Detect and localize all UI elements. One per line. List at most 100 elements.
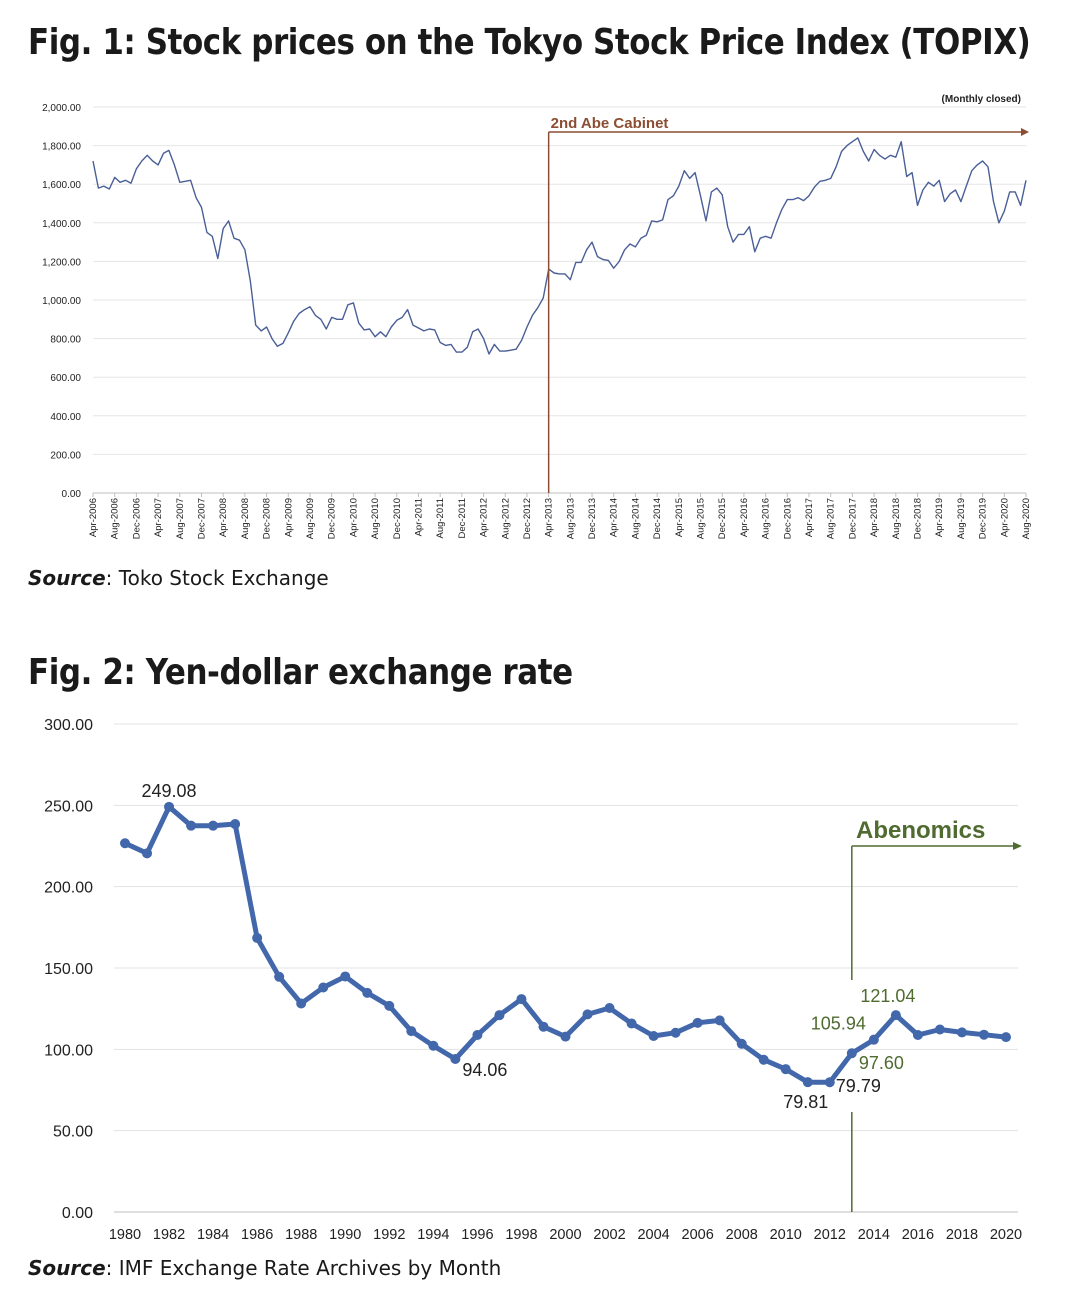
exchange-rate-point	[538, 1021, 549, 1032]
x-tick-label: Apr-2008	[218, 498, 229, 537]
figure1-source: Source: Toko Stock Exchange	[28, 566, 329, 590]
exchange-rate-point	[384, 1000, 395, 1011]
exchange-rate-point	[164, 801, 175, 812]
x-tick-label: Apr-2020	[999, 498, 1010, 537]
exchange-rate-point	[692, 1017, 703, 1028]
exchange-rate-point	[604, 1003, 615, 1014]
exchange-rate-point	[406, 1026, 417, 1037]
x-tick-label: Apr-2013	[544, 498, 555, 537]
x-tick-label: Apr-2019	[934, 498, 945, 537]
y-tick-label: 1,000.00	[42, 296, 81, 307]
x-tick-label: 2020	[990, 1227, 1022, 1243]
x-tick-label: Aug-2013	[565, 498, 576, 539]
y-tick-label: 300.00	[44, 717, 93, 734]
data-label: 249.08	[142, 781, 197, 801]
data-label: 79.81	[783, 1092, 828, 1112]
x-tick-label: Dec-2009	[327, 498, 338, 539]
exchange-rate-point	[230, 819, 241, 830]
y-tick-label: 250.00	[44, 798, 93, 815]
x-tick-label: Aug-2019	[956, 498, 967, 539]
exchange-rate-point	[362, 987, 373, 998]
x-tick-label: 1998	[505, 1227, 537, 1243]
x-tick-label: 2006	[682, 1227, 714, 1243]
figure1-source-label: Source	[28, 566, 106, 590]
figure2-source-text: : IMF Exchange Rate Archives by Month	[105, 1256, 502, 1280]
y-tick-label: 1,600.00	[42, 180, 81, 191]
figure2-source: Source: IMF Exchange Rate Archives by Mo…	[28, 1256, 501, 1280]
exchange-rate-point	[1001, 1032, 1011, 1043]
exchange-rate-point	[186, 820, 197, 831]
x-tick-label: Aug-2010	[370, 498, 381, 539]
exchange-rate-point	[296, 998, 307, 1009]
data-label: 121.04	[860, 986, 915, 1006]
x-tick-label: Apr-2016	[739, 498, 750, 537]
x-tick-label: Dec-2011	[457, 498, 468, 539]
exchange-rate-point	[142, 848, 153, 859]
exchange-rate-point	[252, 932, 263, 943]
y-tick-label: 0.00	[62, 489, 82, 500]
x-tick-label: 1982	[153, 1227, 185, 1243]
y-tick-label: 200.00	[44, 880, 93, 897]
x-tick-label: Aug-2012	[500, 498, 511, 539]
x-tick-label: Dec-2015	[717, 498, 728, 539]
x-tick-label: Apr-2018	[869, 498, 880, 537]
figure2-title: Fig. 2: Yen-dollar exchange rate	[28, 652, 573, 693]
x-tick-label: Dec-2013	[587, 498, 598, 539]
exchange-rate-point	[582, 1009, 593, 1020]
y-tick-label: 100.00	[44, 1042, 93, 1059]
exchange-rate-point	[494, 1010, 505, 1021]
exchange-rate-point	[120, 838, 130, 849]
monthly-closed-note: (Monthly closed)	[942, 94, 1021, 105]
exchange-rate-point	[758, 1054, 769, 1065]
exchange-rate-point	[824, 1077, 835, 1088]
x-tick-label: 1984	[197, 1227, 229, 1243]
exchange-rate-point	[340, 971, 351, 982]
y-tick-label: 1,400.00	[42, 219, 81, 230]
x-tick-label: Dec-2010	[392, 498, 403, 539]
x-tick-label: 2018	[946, 1227, 978, 1243]
x-tick-label: Aug-2020	[1021, 498, 1032, 539]
x-tick-label: 1986	[241, 1227, 273, 1243]
x-tick-label: Apr-2017	[804, 498, 815, 537]
x-tick-label: Dec-2012	[522, 498, 533, 539]
yen-dollar-chart: 0.00 50.00 100.00 150.00 200.00 250.00 300.00 1…	[44, 717, 1022, 1243]
x-tick-label: 1996	[461, 1227, 493, 1243]
x-tick-label: 1994	[417, 1227, 449, 1243]
x-tick-label: Dec-2016	[782, 498, 793, 539]
exchange-rate-point	[846, 1048, 857, 1059]
y-tick-label: 0.00	[62, 1205, 93, 1222]
exchange-rate-point	[450, 1053, 461, 1064]
x-tick-label: Aug-2014	[630, 498, 641, 539]
x-tick-label: Aug-2016	[761, 498, 772, 539]
x-tick-label: Apr-2010	[348, 498, 359, 537]
topix-series-line	[92, 137, 1027, 355]
x-tick-label: Apr-2015	[674, 498, 685, 537]
x-tick-label: Aug-2015	[696, 498, 707, 539]
exchange-rate-point	[912, 1030, 923, 1041]
data-label: 105.94	[811, 1014, 866, 1034]
abe-cabinet-arrowhead	[1021, 128, 1029, 136]
figure1-source-text: : Toko Stock Exchange	[105, 566, 329, 590]
x-tick-label: Aug-2018	[891, 498, 902, 539]
x-tick-label: 2004	[637, 1227, 669, 1243]
x-tick-label: 2008	[726, 1227, 758, 1243]
y-tick-label: 200.00	[50, 450, 81, 461]
x-tick-label: Dec-2006	[131, 498, 142, 539]
x-tick-label: Apr-2014	[609, 498, 620, 537]
x-tick-label: Apr-2011	[413, 498, 424, 536]
x-tick-label: 1990	[329, 1227, 361, 1243]
x-tick-label: 2002	[593, 1227, 625, 1243]
x-tick-label: Dec-2019	[978, 498, 989, 539]
exchange-rate-point	[516, 994, 527, 1005]
exchange-rate-point	[868, 1034, 879, 1045]
exchange-rate-point	[978, 1029, 989, 1040]
x-tick-label: Apr-2012	[479, 498, 490, 537]
y-tick-label: 600.00	[50, 373, 81, 384]
data-label: 79.79	[836, 1076, 881, 1096]
y-tick-label: 1,200.00	[42, 257, 81, 268]
topix-chart: 0.00 200.00 400.00 600.00 800.00 1,000.00 1,20…	[42, 94, 1032, 539]
x-tick-label: 1988	[285, 1227, 317, 1243]
exchange-rate-point	[428, 1040, 439, 1051]
y-tick-label: 1,800.00	[42, 142, 81, 153]
exchange-rate-point	[956, 1027, 967, 1038]
